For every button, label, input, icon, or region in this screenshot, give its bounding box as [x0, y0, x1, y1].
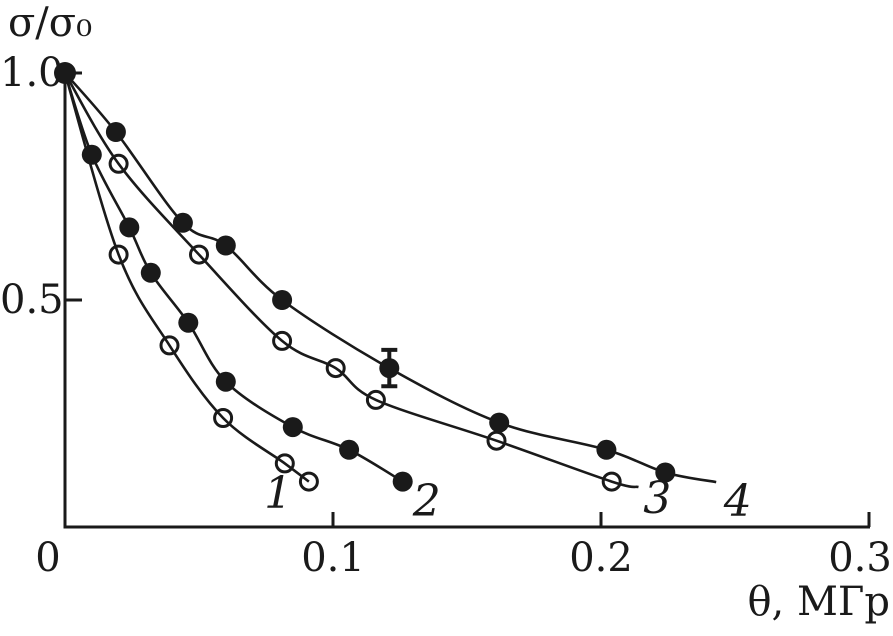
curve-1-open-marker [213, 408, 234, 428]
curve-3-open-marker [272, 330, 293, 351]
curve-4-filled-marker [105, 122, 126, 142]
curve-label-2: 2 [412, 475, 441, 527]
x-tick-label-0.2: 0.2 [569, 535, 633, 581]
curve-4-filled-marker [172, 212, 193, 233]
curve-2-filled-marker [140, 262, 161, 283]
curve-2-filled-marker [81, 144, 102, 165]
x-tick-label-0.3: 0.3 [828, 535, 892, 581]
curve-3-open-marker [601, 471, 622, 492]
curve-label-1: 1 [264, 468, 293, 520]
curve-4-filled-marker [379, 358, 400, 379]
curve-2-filled-marker [282, 417, 303, 438]
curve-2-filled-marker [339, 439, 360, 460]
curve-2-filled-marker [178, 312, 199, 333]
curve-1-open-marker [108, 244, 129, 265]
curve-1-open-marker [298, 471, 319, 492]
curve-4-filled-marker [489, 412, 510, 433]
curve-1-line [63, 72, 310, 483]
curve-2-filled-marker [119, 217, 140, 238]
x-axis-title: θ, МГр [747, 579, 890, 625]
curve-3-line [63, 72, 639, 489]
curve-2-filled-marker [215, 371, 236, 392]
curve-4-filled-marker [215, 235, 236, 256]
curve-4-filled-marker [272, 290, 293, 310]
x-tick-label-0: 0 [35, 535, 61, 581]
curve-1-open-marker [159, 335, 180, 356]
x-tick-label-0.1: 0.1 [301, 535, 365, 581]
curve-3-open-marker [108, 153, 129, 174]
curve-4-filled-marker [596, 439, 617, 460]
y-tick-label-1.0: 1.0 [0, 50, 64, 96]
curve-3-open-marker [365, 389, 386, 410]
y-axis-title: σ/σ₀ [8, 0, 93, 46]
origin-data-point [54, 62, 76, 84]
curve-4-filled-marker [655, 462, 676, 483]
axis-lines [63, 72, 870, 529]
curve-4-line [64, 72, 717, 484]
curve-3-open-marker [325, 358, 346, 379]
curve-1-open-marker [274, 453, 295, 474]
curve-label-3: 3 [643, 473, 672, 525]
curve-label-4: 4 [723, 475, 752, 527]
y-tick-label-0.5: 0.5 [0, 277, 64, 323]
curve-3-open-marker [189, 244, 209, 265]
curve-2-filled-marker [392, 471, 413, 492]
